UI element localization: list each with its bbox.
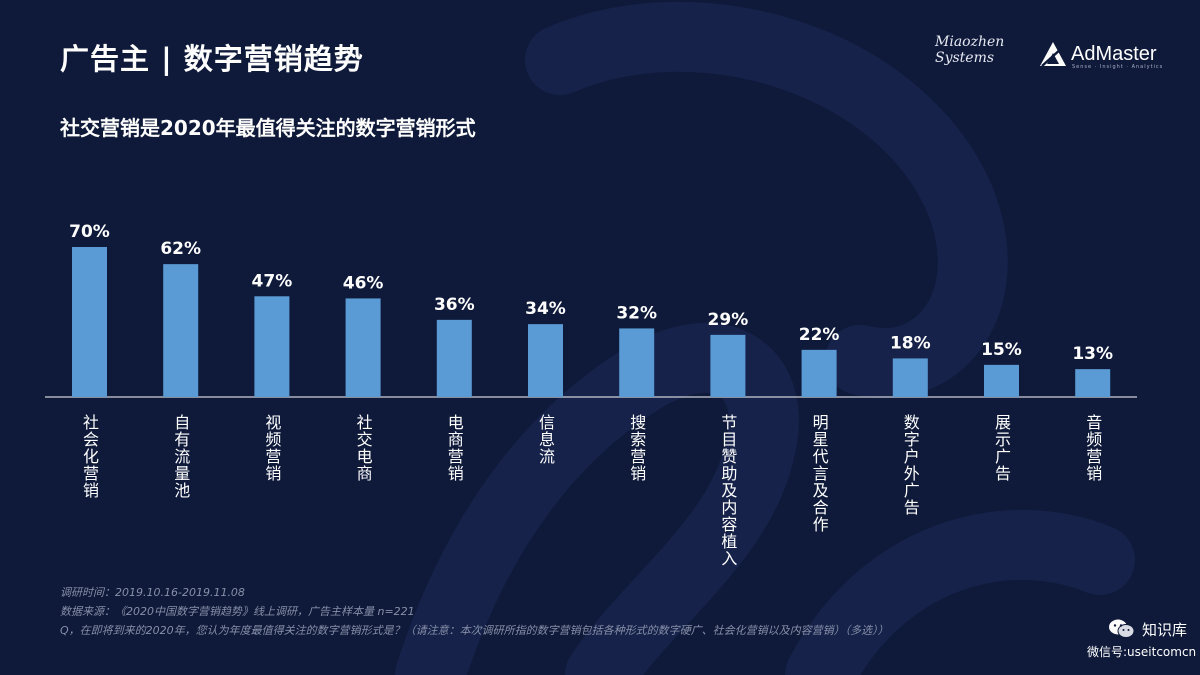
miaozhen-logo-line1: Miaozhen — [935, 34, 1005, 50]
bar-10 — [892, 358, 928, 397]
bar-2 — [163, 264, 199, 397]
category-label-9: 明星代言及合作 — [810, 414, 829, 533]
category-label-10: 数字户外广告 — [901, 414, 920, 516]
data-label-8: 29% — [708, 310, 749, 330]
bar-12 — [1075, 369, 1111, 397]
data-label-6: 34% — [525, 299, 566, 319]
miaozhen-logo-line2: Systems — [935, 50, 995, 66]
data-label-1: 70% — [69, 222, 110, 242]
page-title: 广告主 | 数字营销趋势 — [60, 42, 364, 76]
data-label-10: 18% — [890, 333, 931, 353]
admaster-tagline: Sense · Insight · Analytics — [1072, 64, 1164, 70]
category-label-8: 节目赞助及内容植入 — [718, 414, 737, 567]
data-label-5: 36% — [434, 295, 475, 315]
category-label-4: 社交电商 — [354, 414, 373, 482]
data-label-11: 15% — [981, 340, 1022, 360]
category-label-11: 展示广告 — [992, 414, 1011, 482]
category-label-2: 自有流量池 — [171, 414, 190, 499]
admaster-logo-text: AdMaster — [1071, 42, 1157, 65]
category-label-3: 视频营销 — [262, 414, 281, 482]
data-label-3: 47% — [252, 271, 293, 291]
bar-8 — [710, 334, 746, 397]
bar-3 — [254, 296, 290, 397]
data-label-2: 62% — [160, 239, 201, 259]
admaster-logo-icon — [1040, 42, 1066, 67]
footnotes: 调研时间：2019.10.16-2019.11.08 数据来源：《2020中国数… — [60, 583, 889, 640]
data-label-4: 46% — [343, 273, 384, 293]
wechat-id: 微信号:useitcomcn — [1087, 645, 1197, 659]
data-label-7: 32% — [616, 303, 657, 323]
category-label-1: 社会化营销 — [80, 414, 99, 499]
bar-1 — [72, 247, 107, 397]
bar-11 — [984, 364, 1019, 397]
bar-7 — [619, 328, 655, 397]
data-label-9: 22% — [799, 325, 840, 345]
footnote-survey-period: 调研时间：2019.10.16-2019.11.08 — [60, 586, 245, 599]
bar-9 — [801, 349, 837, 397]
category-label-5: 电商营销 — [445, 414, 464, 482]
wechat-icon — [1109, 619, 1135, 638]
category-label-7: 搜索营销 — [627, 414, 646, 482]
bar-6 — [528, 324, 563, 397]
category-label-12: 音频营销 — [1083, 414, 1102, 482]
watermark-name: 知识库 — [1142, 620, 1188, 639]
admaster-logo: AdMaster Sense · Insight · Analytics — [1038, 40, 1162, 70]
footnote-data-source: 数据来源：《2020中国数字营销趋势》线上调研，广告主样本量 n=221 — [60, 605, 415, 618]
category-label-6: 信息流 — [536, 414, 555, 465]
chart-subtitle: 社交营销是2020年最值得关注的数字营销形式 — [60, 116, 476, 140]
miaozhen-logo: Miaozhen Systems — [935, 34, 1005, 66]
data-label-12: 13% — [1072, 344, 1113, 364]
wechat-watermark: 知识库 — [1108, 618, 1187, 640]
footnote-question: Q，在即将到来的2020年，您认为年度最值得关注的数字营销形式是？（请注意：本次… — [60, 624, 889, 637]
bar-4 — [345, 298, 381, 397]
bar-5 — [436, 319, 472, 397]
